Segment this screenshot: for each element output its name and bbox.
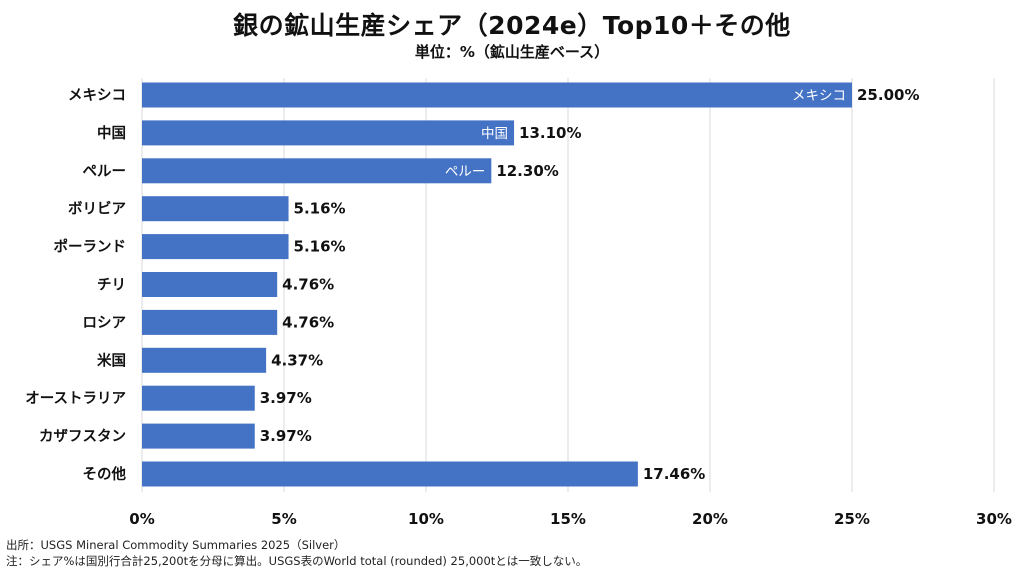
bar (142, 120, 515, 146)
bars (142, 82, 852, 487)
category-label: 米国 (97, 351, 126, 369)
category-label: チリ (97, 277, 126, 294)
bar-inside-label: 中国 (481, 126, 508, 142)
value-label: 3.97% (260, 427, 312, 445)
bar (142, 347, 267, 373)
category-label: メキシコ (68, 88, 126, 104)
x-tick-label: 10% (408, 510, 444, 528)
bar (142, 461, 638, 487)
bar (142, 385, 255, 411)
bar (142, 309, 278, 335)
bar (142, 158, 492, 184)
category-label: ロシア (83, 315, 127, 331)
bar-inside-label: ペルー (445, 164, 486, 180)
category-label: カザフスタン (39, 428, 126, 445)
source-footnote: 出所：USGS Mineral Commodity Summaries 2025… (6, 538, 346, 552)
category-label: ポーランド (54, 238, 127, 256)
bar (142, 82, 852, 108)
bar (142, 423, 255, 449)
note-footnote: 注：シェア%は国別行合計25,200tを分母に算出。USGS表のWorld to… (6, 554, 588, 568)
value-label: 4.76% (282, 276, 334, 294)
value-label: 5.16% (294, 238, 346, 256)
x-tick-label: 5% (271, 510, 296, 528)
chart-title: 銀の鉱山生産シェア（2024e）Top10＋その他 (233, 11, 791, 40)
value-label: 4.76% (282, 313, 334, 331)
value-label: 12.30% (496, 162, 558, 180)
bar-inside-label: メキシコ (792, 88, 846, 104)
x-tick-label: 0% (129, 510, 154, 528)
x-tick-label: 30% (976, 510, 1012, 528)
value-label: 17.46% (643, 465, 705, 483)
value-label: 5.16% (294, 200, 346, 218)
x-tick-label: 15% (550, 510, 586, 528)
x-axis-ticks: 0% 5% 10% 15% 20% 25% 30% (129, 510, 1012, 528)
bar (142, 196, 289, 222)
category-label: オーストラリア (25, 390, 126, 407)
bar (142, 272, 278, 297)
value-label: 4.37% (271, 351, 323, 369)
x-tick-label: 25% (834, 510, 870, 528)
x-tick-label: 20% (692, 510, 728, 528)
category-label: ボリビア (68, 201, 126, 218)
value-label: 13.10% (519, 124, 581, 142)
bar (142, 234, 289, 260)
category-label: その他 (83, 465, 127, 483)
category-label: ペルー (83, 164, 127, 180)
chart-subtitle: 単位：%（鉱山生産ベース） (414, 43, 610, 61)
category-label: 中国 (97, 124, 126, 142)
value-label: 3.97% (260, 389, 312, 407)
value-label: 25.00% (857, 86, 919, 104)
